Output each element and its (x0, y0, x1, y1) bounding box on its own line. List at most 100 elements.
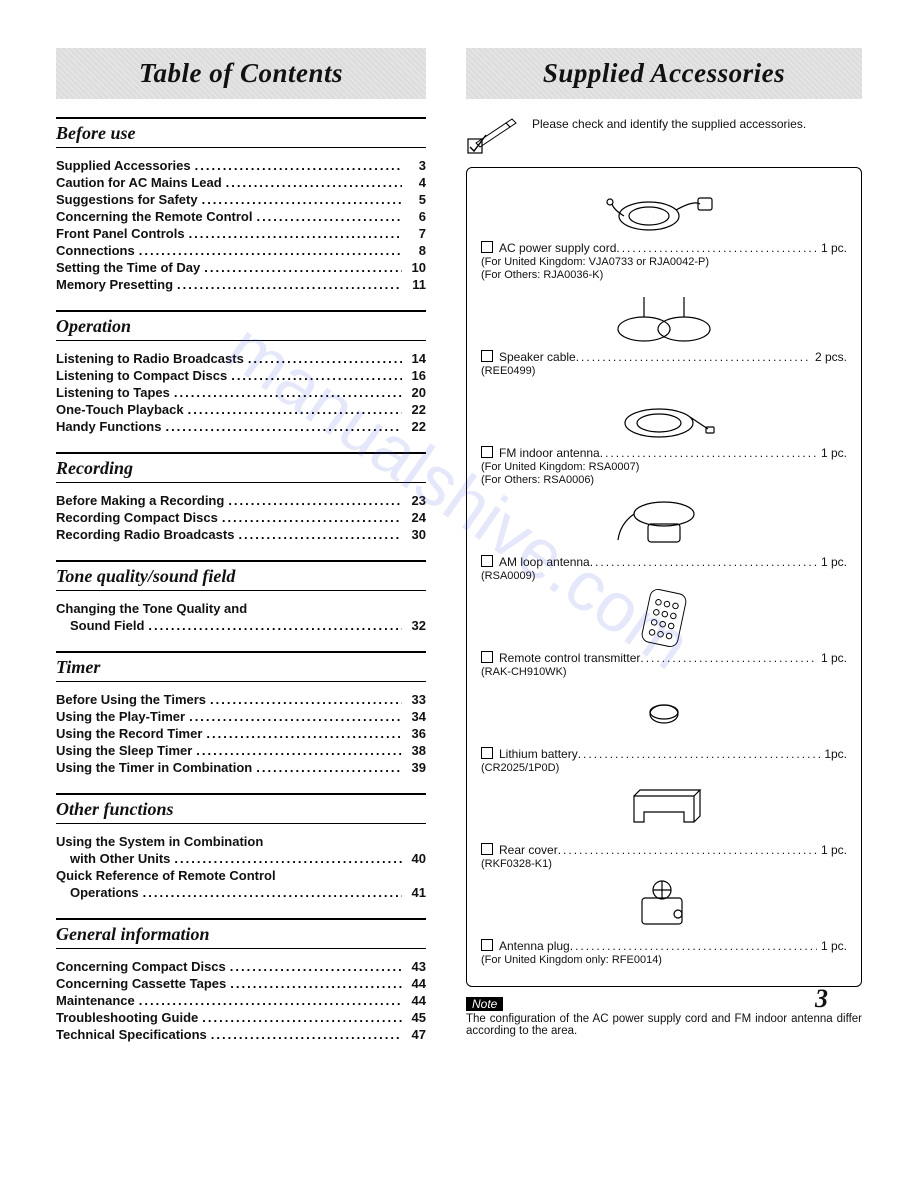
toc-label: Using the Sleep Timer (56, 743, 196, 758)
toc-dots (256, 760, 402, 775)
power-cord-icon (481, 178, 847, 238)
toc-page: 23 (402, 493, 426, 508)
toc-dots (188, 402, 402, 417)
toc-dots (177, 277, 402, 292)
accessory-qty: 1 pc. (817, 939, 847, 953)
toc-row: Operations41 (56, 885, 426, 900)
section-heading: Tone quality/sound field (56, 560, 426, 591)
toc-label: One-Touch Playback (56, 402, 188, 417)
toc-row: Technical Specifications47 (56, 1027, 426, 1042)
accessory-dots (576, 350, 811, 364)
toc-label: Recording Compact Discs (56, 510, 222, 525)
toc-dots (174, 851, 402, 866)
toc-dots (165, 419, 402, 434)
checkbox-icon (481, 651, 493, 663)
toc-label: with Other Units (56, 851, 174, 866)
accessory-dots (590, 555, 817, 569)
antenna-plug-icon (481, 876, 847, 936)
accessory-qty: 1 pc. (817, 446, 847, 460)
toc-page: 38 (402, 743, 426, 758)
toc-row: Suggestions for Safety5 (56, 192, 426, 207)
accessory-subtext: (RSA0009) (481, 570, 847, 582)
intro-row: Please check and identify the supplied a… (466, 117, 862, 157)
accessory-subtext: (For United Kingdom only: RFE0014) (481, 954, 847, 966)
toc-page: 20 (402, 385, 426, 400)
rear-cover-icon (481, 780, 847, 840)
accessory-item: Remote control transmitter 1 pc.(RAK-CH91… (481, 588, 847, 678)
toc-page: 45 (402, 1010, 426, 1025)
toc-row: Supplied Accessories3 (56, 158, 426, 173)
toc-label: Using the System in Combination (56, 834, 267, 849)
toc-page: 22 (402, 402, 426, 417)
note-label: Note (466, 997, 503, 1011)
accessory-line: Speaker cable 2 pcs. (481, 349, 847, 364)
toc-page: 8 (402, 243, 426, 258)
accessory-qty: 1 pc. (817, 555, 847, 569)
toc-dots (202, 192, 402, 207)
checkbox-icon (481, 747, 493, 759)
accessory-label: Lithium battery (499, 747, 578, 761)
toc-page: 22 (402, 419, 426, 434)
checkbox-icon (481, 843, 493, 855)
accessory-dots (558, 843, 817, 857)
checkbox-icon (481, 446, 493, 458)
section-heading: Timer (56, 651, 426, 682)
toc-dots (189, 226, 402, 241)
toc-page: 40 (402, 851, 426, 866)
toc-label: Concerning Cassette Tapes (56, 976, 230, 991)
accessory-item: Rear cover1 pc.(RKF0328-K1) (481, 780, 847, 870)
accessory-item: Speaker cable2 pcs.(REE0499) (481, 287, 847, 377)
section-heading: Before use (56, 117, 426, 148)
toc-label: Operations (56, 885, 143, 900)
toc-label: Quick Reference of Remote Control (56, 868, 280, 883)
toc-row: Changing the Tone Quality and (56, 601, 426, 616)
toc-row: Front Panel Controls7 (56, 226, 426, 241)
toc-dots (248, 351, 402, 366)
toc-page: 36 (402, 726, 426, 741)
accessory-subtext: (For Others: RSA0006) (481, 474, 847, 486)
hand-check-icon (466, 117, 520, 157)
toc-label: Concerning Compact Discs (56, 959, 230, 974)
toc-label: Troubleshooting Guide (56, 1010, 202, 1025)
accessory-qty: 1pc. (820, 747, 847, 761)
toc-row: Using the Timer in Combination39 (56, 760, 426, 775)
toc-page: 3 (402, 158, 426, 173)
accessory-subtext: (For United Kingdom: VJA0733 or RJA0042-… (481, 256, 847, 268)
accessory-line: Antenna plug 1 pc. (481, 938, 847, 953)
toc-label: Recording Radio Broadcasts (56, 527, 238, 542)
toc-row: Using the Sleep Timer 38 (56, 743, 426, 758)
toc-label: Listening to Radio Broadcasts (56, 351, 248, 366)
toc-dots (139, 243, 402, 258)
accessory-subtext: (RAK-CH910WK) (481, 666, 847, 678)
toc-row: Setting the Time of Day10 (56, 260, 426, 275)
accessory-item: Lithium battery 1pc.(CR2025/1P0D) (481, 684, 847, 774)
toc-dots (189, 709, 402, 724)
accessory-item: FM indoor antenna1 pc.(For United Kingdo… (481, 383, 847, 486)
accessory-qty: 2 pcs. (811, 350, 847, 364)
toc-row: Memory Presetting 11 (56, 277, 426, 292)
toc-page: 14 (402, 351, 426, 366)
toc-label: Changing the Tone Quality and (56, 601, 251, 616)
toc-page: 34 (402, 709, 426, 724)
accessories-column: Supplied Accessories Please check and id… (466, 48, 862, 1044)
toc-row: Connections8 (56, 243, 426, 258)
toc-row: One-Touch Playback 22 (56, 402, 426, 417)
accessory-label: Speaker cable (499, 350, 576, 364)
accessory-qty: 1 pc. (817, 651, 847, 665)
page-number: 3 (815, 984, 828, 1014)
toc-row: Sound Field32 (56, 618, 426, 633)
toc-page: 11 (402, 277, 426, 292)
accessory-line: Remote control transmitter 1 pc. (481, 650, 847, 665)
accessory-subtext: (RKF0328-K1) (481, 858, 847, 870)
accessory-subtext: (CR2025/1P0D) (481, 762, 847, 774)
toc-dots (230, 976, 402, 991)
toc-dots (256, 209, 402, 224)
toc-label: Memory Presetting (56, 277, 177, 292)
section-heading: Operation (56, 310, 426, 341)
accessory-label: Remote control transmitter (499, 651, 640, 665)
accessory-label: Antenna plug (499, 939, 570, 953)
accessory-dots (600, 446, 817, 460)
section-heading: General information (56, 918, 426, 949)
toc-row: Quick Reference of Remote Control (56, 868, 426, 883)
accessory-dots (570, 939, 817, 953)
